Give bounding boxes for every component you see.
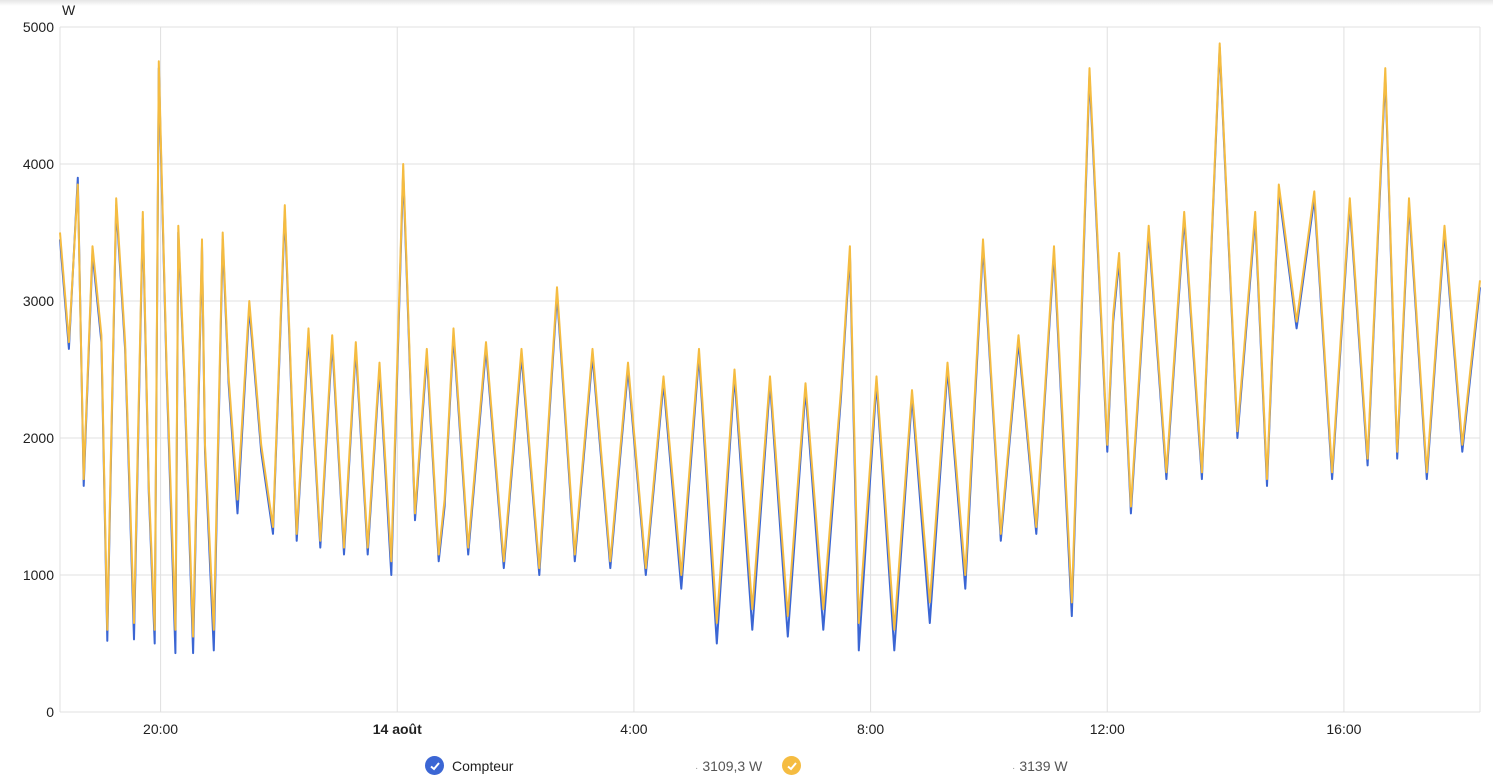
y-tick-label: 0: [46, 704, 54, 720]
x-axis-ticks: 20:00 14 août 4:00 8:00 12:00 16:00: [143, 721, 1362, 737]
check-icon[interactable]: [425, 756, 444, 775]
y-tick-label: 2000: [23, 430, 54, 446]
y-tick-label: 3000: [23, 293, 54, 309]
y-tick-label: 1000: [23, 567, 54, 583]
power-line-chart: 0 1000 2000 3000 4000 5000 20:00 14 août 4:00 8:…: [23, 2, 1481, 737]
y-tick-label: 5000: [23, 19, 54, 35]
legend: Compteur · 3109,3 W · 3139 W: [0, 752, 1493, 780]
legend-item-compteur[interactable]: Compteur: [425, 756, 513, 775]
legend-item-second[interactable]: [782, 756, 809, 775]
x-tick-label: 4:00: [620, 721, 647, 737]
check-icon[interactable]: [782, 756, 801, 775]
y-axis-ticks: 0 1000 2000 3000 4000 5000: [23, 19, 54, 720]
top-shadow: [0, 0, 1493, 6]
legend-value-compteur: · 3109,3 W: [695, 758, 763, 774]
legend-value-second: · 3139 W: [1012, 758, 1068, 774]
x-tick-label: 14 août: [373, 721, 422, 737]
series-line-second[interactable]: [59, 42, 1481, 638]
x-tick-label: 12:00: [1090, 721, 1125, 737]
x-tick-label: 20:00: [143, 721, 178, 737]
series-line-compteur[interactable]: [59, 46, 1481, 655]
y-axis-label: W: [62, 2, 76, 18]
series-lines: [59, 42, 1481, 655]
grid: [59, 26, 1481, 713]
y-tick-label: 4000: [23, 156, 54, 172]
legend-label-compteur: Compteur: [452, 757, 514, 774]
x-tick-label: 8:00: [857, 721, 884, 737]
x-tick-label: 16:00: [1326, 721, 1361, 737]
